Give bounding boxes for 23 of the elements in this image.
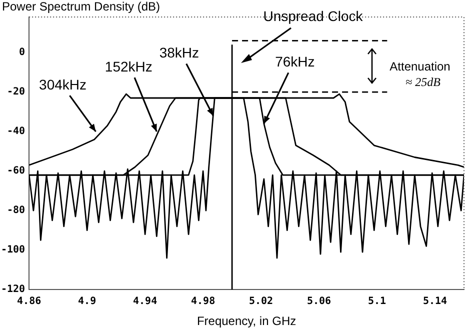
y-tick-label: -80	[7, 205, 26, 216]
annotation: 38kHz	[159, 44, 200, 61]
x-tick-label: 4.9	[78, 296, 96, 308]
x-tick-label: 4.94	[133, 296, 158, 308]
annotation: Unspread Clock	[263, 8, 364, 24]
annotation: 152kHz	[104, 58, 152, 74]
annotation: Attenuation ≈ 25dB	[390, 59, 450, 90]
annotation: 304kHz	[39, 76, 87, 92]
y-tick-label: -20	[7, 86, 26, 98]
annotation: 76kHz	[275, 54, 315, 70]
y-tick-label: -100	[0, 244, 26, 256]
x-tick-label: 5.1	[368, 296, 386, 308]
x-tick-label: 4.98	[191, 296, 216, 308]
y-tick-label: 0	[19, 47, 26, 58]
x-tick-label: 5.14	[422, 296, 448, 308]
y-tick-label: -120	[0, 284, 26, 296]
y-tick-label: -60	[7, 166, 26, 177]
y-tick-label: -40	[7, 126, 26, 138]
x-tick-label: 5.02	[248, 296, 274, 308]
x-tick-label: 5.06	[306, 296, 332, 308]
x-axis-title: Frequency, in GHz	[196, 314, 296, 328]
y-axis-title: Power Spectrum Density (dB)	[2, 0, 160, 14]
x-tick-label: 4.86	[17, 296, 42, 308]
